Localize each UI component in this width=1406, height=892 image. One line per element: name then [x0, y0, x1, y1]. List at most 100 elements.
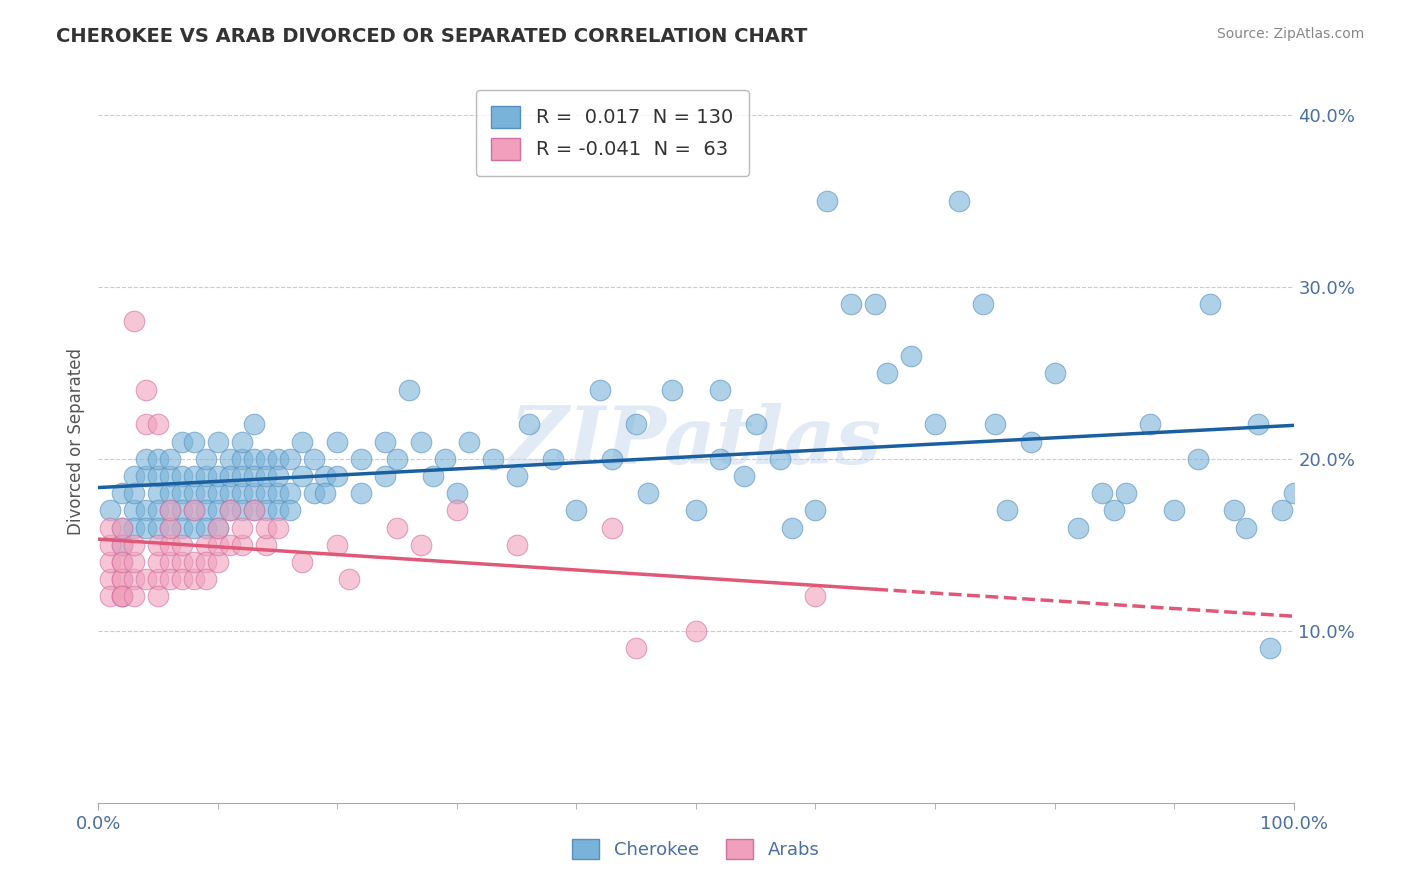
Point [111, 572, 134, 586]
Point [243, 417, 266, 432]
Point [1115, 486, 1137, 500]
Point [685, 624, 707, 638]
Point [135, 383, 157, 397]
Point [195, 486, 218, 500]
Point [172, 520, 194, 534]
Point [98, 590, 122, 604]
Point [183, 503, 205, 517]
Point [1282, 486, 1305, 500]
Point [195, 555, 218, 569]
Point [231, 503, 253, 517]
Point [315, 469, 337, 483]
Point [602, 451, 624, 466]
Point [159, 486, 181, 500]
Point [207, 520, 229, 534]
Point [995, 503, 1018, 517]
Point [219, 486, 242, 500]
Point [411, 434, 433, 449]
Point [254, 503, 277, 517]
Point [1019, 434, 1042, 449]
Point [661, 383, 683, 397]
Point [124, 555, 146, 569]
Point [207, 503, 229, 517]
Point [541, 451, 564, 466]
Point [111, 572, 134, 586]
Point [148, 486, 170, 500]
Point [231, 486, 253, 500]
Point [350, 486, 373, 500]
Point [709, 451, 731, 466]
Point [124, 486, 146, 500]
Point [326, 434, 349, 449]
Point [172, 486, 194, 500]
Point [685, 503, 707, 517]
Point [183, 572, 205, 586]
Point [1247, 417, 1270, 432]
Point [98, 555, 122, 569]
Point [148, 538, 170, 552]
Point [1234, 520, 1257, 534]
Point [159, 555, 181, 569]
Point [172, 572, 194, 586]
Point [326, 469, 349, 483]
Point [135, 417, 157, 432]
Point [254, 520, 277, 534]
Point [374, 469, 396, 483]
Point [207, 434, 229, 449]
Text: ZIPatlas: ZIPatlas [510, 403, 882, 480]
Point [972, 297, 994, 311]
Point [124, 469, 146, 483]
Point [231, 434, 253, 449]
Point [111, 590, 134, 604]
Point [183, 469, 205, 483]
Point [267, 451, 290, 466]
Point [1199, 297, 1222, 311]
Point [243, 503, 266, 517]
Point [267, 469, 290, 483]
Point [219, 538, 242, 552]
Point [291, 469, 314, 483]
Point [565, 503, 588, 517]
Point [124, 590, 146, 604]
Point [637, 486, 659, 500]
Point [243, 451, 266, 466]
Point [231, 538, 253, 552]
Point [278, 503, 301, 517]
Point [804, 590, 827, 604]
Point [254, 538, 277, 552]
Point [231, 520, 253, 534]
Point [626, 417, 648, 432]
Point [219, 503, 242, 517]
Point [1223, 503, 1246, 517]
Point [326, 538, 349, 552]
Point [172, 469, 194, 483]
Point [183, 434, 205, 449]
Point [111, 555, 134, 569]
Point [148, 520, 170, 534]
Point [385, 520, 409, 534]
Point [183, 503, 205, 517]
Point [207, 538, 229, 552]
Point [267, 486, 290, 500]
Point [195, 520, 218, 534]
Point [1271, 503, 1294, 517]
Point [183, 555, 205, 569]
Point [124, 572, 146, 586]
Point [159, 503, 181, 517]
Point [111, 538, 134, 552]
Point [159, 451, 181, 466]
Point [267, 520, 290, 534]
Point [148, 503, 170, 517]
Point [1163, 503, 1185, 517]
Point [195, 572, 218, 586]
Point [278, 451, 301, 466]
Point [243, 503, 266, 517]
Point [302, 486, 325, 500]
Point [135, 469, 157, 483]
Point [148, 469, 170, 483]
Point [804, 503, 827, 517]
Point [172, 503, 194, 517]
Point [1139, 417, 1161, 432]
Point [315, 486, 337, 500]
Point [124, 503, 146, 517]
